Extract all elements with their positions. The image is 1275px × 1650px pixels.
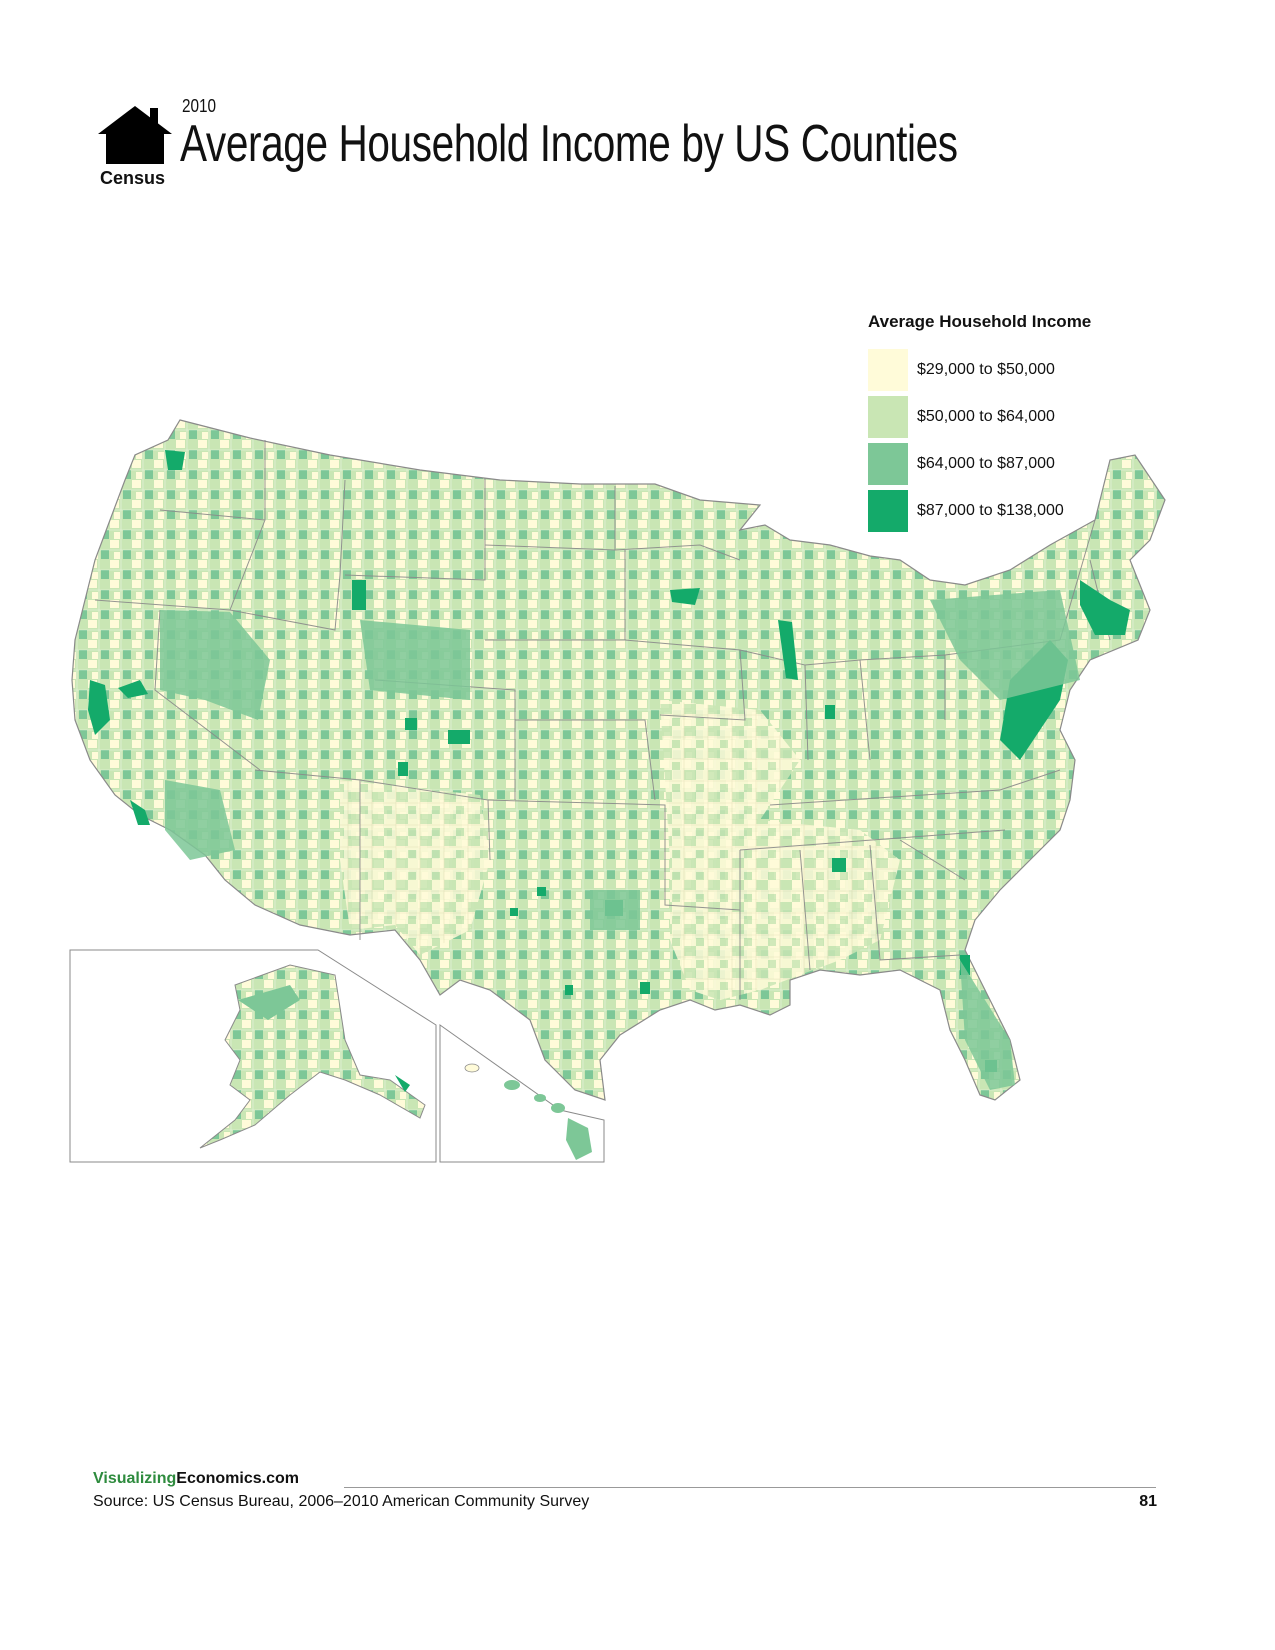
legend-swatch <box>868 348 908 391</box>
map-legend: Average Household Income $29,000 to $50,… <box>868 312 1148 534</box>
legend-swatch <box>868 395 908 438</box>
legend-label: $29,000 to $50,000 <box>917 360 1055 378</box>
year-label: 2010 <box>182 96 217 116</box>
legend-swatch <box>868 442 908 485</box>
page-title: Average Household Income by US Counties <box>180 115 958 173</box>
state-borders <box>94 440 1111 1000</box>
legend-item: $64,000 to $87,000 <box>868 440 1148 487</box>
footer-site-link[interactable]: VisualizingEconomics.com <box>93 1470 299 1488</box>
legend-label: $50,000 to $64,000 <box>917 407 1055 425</box>
footer-divider <box>344 1487 1156 1488</box>
legend-item: $50,000 to $64,000 <box>868 393 1148 440</box>
southwest-region <box>340 780 490 955</box>
source-note: Source: US Census Bureau, 2006–2010 Amer… <box>93 1493 590 1510</box>
census-house-icon <box>98 106 172 164</box>
hawaii-inset <box>439 1024 605 1163</box>
legend-label: $64,000 to $87,000 <box>917 454 1055 472</box>
header: Census 2010 Average Household Income by … <box>98 92 1098 192</box>
southern-region <box>660 700 900 1000</box>
census-logo-label: Census <box>100 168 166 188</box>
contiguous-us-region <box>71 419 1166 1101</box>
site-suffix: Economics.com <box>176 1470 299 1487</box>
legend-item: $29,000 to $50,000 <box>868 346 1148 393</box>
legend-item: $87,000 to $138,000 <box>868 487 1148 534</box>
site-prefix: Visualizing <box>93 1470 177 1487</box>
legend-title: Average Household Income <box>868 312 1092 331</box>
alaska-region <box>199 964 426 1149</box>
page-number: 81 <box>1139 1493 1157 1510</box>
legend-label: $87,000 to $138,000 <box>917 501 1064 519</box>
upper-middle-income-counties <box>160 590 1080 1090</box>
legend-swatch <box>868 489 908 532</box>
alaska-inset <box>69 949 437 1163</box>
